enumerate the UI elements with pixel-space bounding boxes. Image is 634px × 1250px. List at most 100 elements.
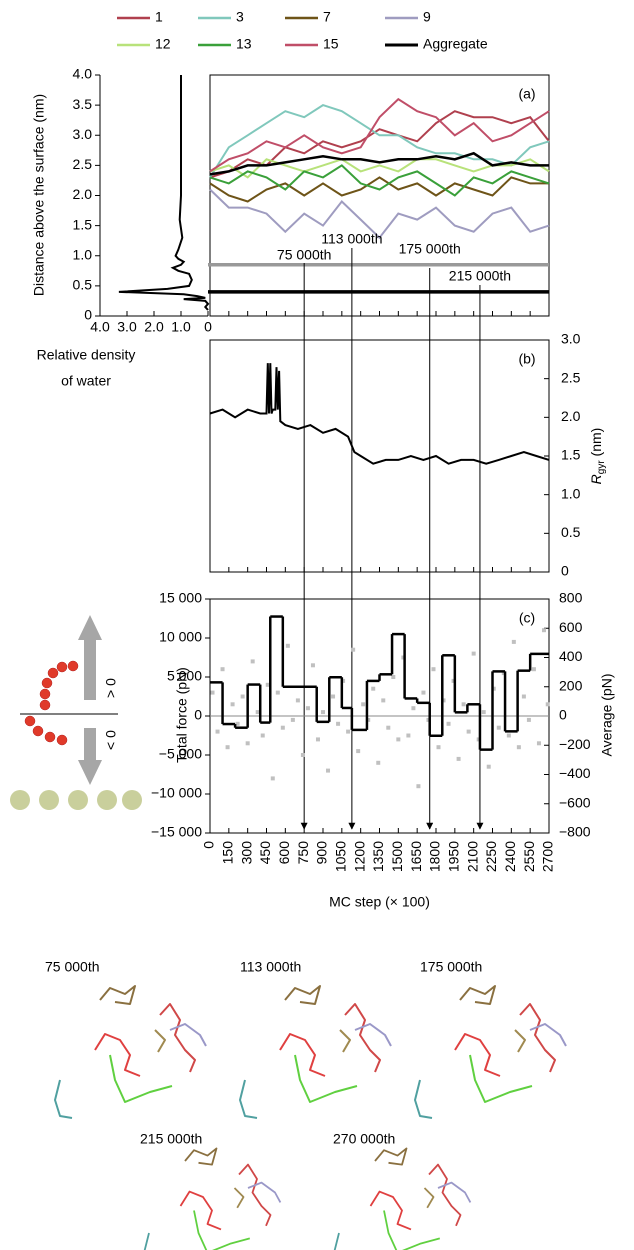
scatter-point: [436, 745, 441, 750]
y2-tick-label: 0: [559, 707, 567, 723]
scatter-point: [471, 651, 476, 656]
y-tick-label: −10 000: [151, 785, 202, 801]
scatter-point: [210, 690, 215, 695]
snapshot-label: 270 000th: [333, 1131, 395, 1147]
scatter-point: [341, 678, 346, 683]
panel-label: (a): [518, 86, 535, 102]
panel: 0 0.5 1.0 1.5 2.0 2.5 3.0 3.5 4.0 4.0 3.0 2.0 1.0 0 Re…: [31, 66, 212, 389]
scatter-point: [265, 682, 270, 687]
scatter-point: [280, 725, 285, 730]
y-tick-label: 2.0: [561, 408, 581, 424]
scatter-point: [411, 706, 416, 711]
peptide-beads: [24, 660, 79, 746]
data-line: [209, 363, 550, 465]
scatter-point: [295, 698, 300, 703]
legend-label: 3: [236, 9, 244, 25]
scatter-point: [426, 717, 431, 722]
scatter-point: [366, 717, 371, 722]
scatter-point: [421, 690, 426, 695]
legend-label: 13: [236, 36, 252, 52]
y-axis-label-subscript: gyr: [596, 460, 607, 475]
x-axis-label: Relative density: [37, 347, 136, 363]
y-tick-label: 0: [84, 307, 92, 323]
scatter-point: [260, 733, 265, 738]
y-tick-label: 15 000: [159, 590, 202, 606]
arrow-up: [78, 615, 102, 700]
scatter-point: [481, 710, 486, 715]
scatter-point: [406, 733, 411, 738]
scatter-point: [536, 741, 541, 746]
y-tick-label: −5 000: [159, 746, 202, 762]
y-tick-label: 3.0: [561, 331, 581, 347]
series-line: [209, 164, 550, 197]
legend-label: 9: [423, 9, 431, 25]
scatter-point: [315, 737, 320, 742]
x-tick-label: 150: [220, 841, 236, 865]
negative-label: < 0: [103, 730, 119, 750]
y-axis-label: Distance above the surface (nm): [31, 94, 47, 296]
annotation-label: 215 000th: [449, 268, 511, 284]
snapshot-label: 215 000th: [140, 1131, 202, 1147]
y2-tick-label: 600: [559, 619, 583, 635]
scatter-point: [416, 784, 421, 789]
scatter-point: [401, 655, 406, 660]
panel-label: (b): [518, 351, 535, 367]
x-tick-label: 3.0: [117, 319, 137, 335]
force-schematic: > 0 < 0: [10, 615, 142, 810]
scatter-point: [351, 647, 356, 652]
y2-tick-label: −600: [559, 794, 591, 810]
y-tick-label: 2.5: [73, 156, 93, 172]
scatter-point: [336, 721, 341, 726]
legend-label: 7: [323, 9, 331, 25]
scatter-point: [386, 725, 391, 730]
scatter-point: [310, 663, 315, 668]
x-tick-label: 600: [276, 841, 292, 865]
scatter-point: [526, 717, 531, 722]
scatter-point: [511, 639, 516, 644]
plot-frame: [209, 339, 550, 573]
y-tick-label: 3.5: [73, 96, 93, 112]
y-tick-label: 0: [561, 563, 569, 579]
scatter-point: [230, 702, 235, 707]
scatter-point: [285, 643, 290, 648]
scatter-point: [300, 753, 305, 757]
surface-atoms: [10, 790, 142, 810]
y2-tick-label: −200: [559, 736, 591, 752]
scatter-point: [446, 721, 451, 726]
annotation-label: 175 000th: [399, 241, 461, 257]
x-tick-label: 1200: [351, 841, 367, 872]
annotation-label: 113 000th: [321, 231, 382, 247]
scatter-point: [531, 667, 536, 672]
y2-tick-label: 400: [559, 648, 583, 664]
scatter-point: [486, 764, 491, 769]
series-line: [209, 188, 550, 240]
scatter-point: [391, 675, 396, 679]
y-axis-label: Rgyr (nm): [588, 428, 607, 485]
y2-axis-label: Average (pN): [599, 673, 615, 756]
molecule-snapshot: [333, 1147, 472, 1250]
series-line: [209, 151, 549, 176]
x-tick-label: 300: [238, 841, 254, 865]
x-tick-label: 2550: [521, 841, 537, 872]
snapshot-label: 75 000th: [45, 959, 100, 975]
positive-label: > 0: [103, 678, 119, 698]
x-tick-label: 1800: [427, 841, 443, 872]
annotation-label: 75 000th: [277, 247, 332, 263]
panel-label: (c): [519, 610, 535, 626]
scatter-point: [356, 749, 361, 754]
scatter-point: [376, 760, 381, 765]
y-axis-label: Total force (pN): [174, 667, 190, 763]
series-line: [209, 97, 550, 173]
snapshots: 75 000th 113 000th 175 000th 215 000th 2…: [45, 959, 567, 1250]
y-tick-label: 0.5: [73, 277, 93, 293]
scatter-point: [225, 745, 230, 750]
x-tick-label: 2100: [464, 841, 480, 872]
scatter-point: [466, 729, 471, 734]
x-axis-label: of water: [61, 373, 111, 389]
y-tick-label: 1.5: [561, 447, 581, 463]
scatter-point: [321, 710, 325, 715]
scatter-point: [521, 694, 526, 699]
